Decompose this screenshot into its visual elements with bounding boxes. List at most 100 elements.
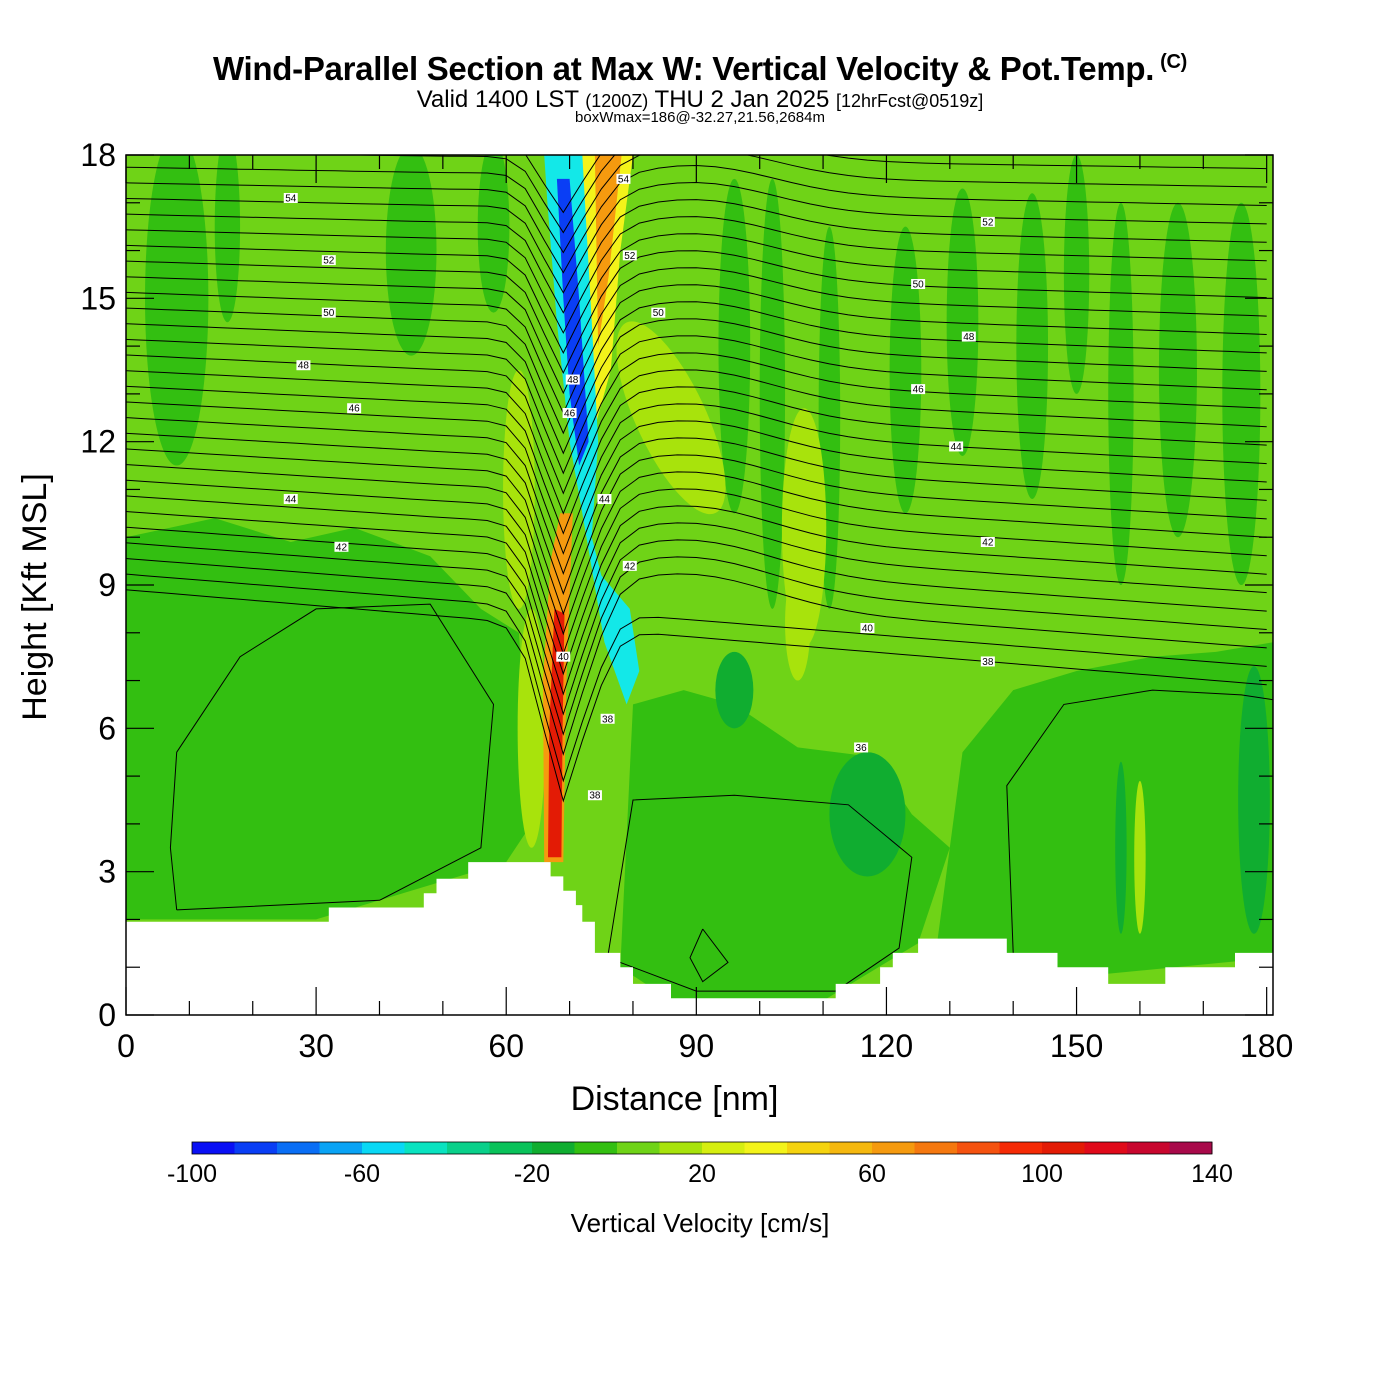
theta-contour-line [126,385,1267,535]
contour-label-bg [321,307,336,318]
lowlevel-region-left [126,518,532,920]
theta-contour-line [126,352,1267,495]
theta-contour-line [126,417,1267,576]
x-tick-label: 180 [1240,1028,1293,1064]
theta-contour-label: 50 [321,307,336,319]
contour-label-text: 42 [982,538,994,549]
theta-contour-line [126,301,1267,435]
y-tick-label: 12 [80,424,116,460]
theta-contour-line [126,401,1267,555]
theta-contour-label: 46 [562,408,577,420]
theta-contour-label: 38 [980,656,995,668]
contour-label-bg [587,790,602,801]
theta-contour-label: 38 [600,713,615,725]
contour-label-text: 38 [589,791,601,802]
colorbar-segment [999,1142,1043,1154]
updraft-weak-region [759,178,786,609]
forecast-info: [12hrFcst@0519z] [835,91,984,111]
contour-label-text: 44 [285,495,297,506]
x-tick-label: 60 [488,1028,524,1064]
theta-contour-line [126,448,1267,616]
theta-contour-line [126,318,1267,455]
y-tick-label: 15 [80,280,116,316]
updraft-weak-region [477,155,510,313]
contour-label-text: 46 [564,409,576,420]
contour-label-bg [283,494,298,504]
colorbar-segment [1127,1142,1170,1154]
valid-utc: (1200Z) [585,91,649,111]
colorbar-segment [872,1142,915,1154]
y-tick-label: 9 [98,567,116,603]
theta-contour-line [1006,689,1273,953]
terrain-profile [126,862,1273,1015]
colorbar-tick-label: -20 [514,1160,550,1188]
colorbar-segment [234,1142,278,1154]
updraft-weak-region [1108,202,1134,585]
theta-contour-label: 52 [980,216,995,228]
contour-label-text: 48 [298,361,310,372]
contour-label-bg [283,193,298,203]
contour-label-bg [562,408,577,418]
theta-contour-labels: 54 52 50 48 46 44 42 54 52 50 48 46 44 42 40 38 38 52 50 48… [283,173,995,802]
lowlevel-region-right [937,642,1273,977]
colorbar-segment [277,1142,320,1154]
upper-updraft-plume [582,155,633,428]
theta-contour-label: 48 [565,374,580,386]
contour-label-bg [597,494,612,504]
colorbar-segment [362,1142,405,1154]
contour-label-text: 40 [862,624,874,635]
theta-contour-label: 50 [651,307,666,319]
contour-label-text: 52 [624,251,636,262]
theta-contour-line [126,479,1267,656]
theta-contour-label: 52 [321,255,336,267]
colorbar-segment [744,1142,788,1154]
theta-contour-line [126,464,1267,636]
theta-contour-line [169,603,495,911]
updraft-weak-region [1063,155,1090,394]
theta-contour-label: 44 [283,494,298,506]
downdraft-region [1115,761,1127,934]
colorbar-segment [829,1142,873,1154]
updraft-weak-region [718,178,751,514]
theta-contour-line [126,267,1267,395]
contour-label-bg [854,742,869,753]
contour-label-bg [651,307,666,318]
valid-time: Valid 1400 LST [416,86,579,113]
updraft-weak-region [889,226,922,514]
contour-label-text: 38 [982,657,994,668]
colorbar-segment [192,1142,235,1154]
contour-label-text: 50 [913,280,925,291]
contour-label-bg [565,374,580,385]
colorbar-segment [659,1142,703,1154]
theta-contour-line [126,511,1267,696]
contour-label-text: 48 [963,332,975,343]
updraft-region [503,370,535,609]
theta-contour-label: 42 [334,541,349,553]
contour-label-text: 40 [558,652,570,663]
contour-label-text: 36 [856,743,868,754]
theta-contour-label: 40 [860,623,875,635]
theta-contour-label: 42 [980,537,995,549]
colorbar: -100 -60 -20 20 60 100 140 Vertical Velocity [c… [167,1141,1233,1238]
x-tick-label: 90 [679,1028,715,1064]
updraft-plume-max [548,608,565,858]
theta-contour-label: 38 [587,790,602,802]
contour-label-bg [622,250,637,261]
colorbar-segment [489,1142,533,1154]
theta-contour-line [126,542,1267,736]
y-tick-label: 6 [98,710,116,746]
theta-contour-line [126,233,1267,355]
colorbar-tick-label: 20 [688,1160,716,1188]
theta-contours [126,155,1273,992]
theta-contour-line [126,573,1267,783]
contour-label-text: 46 [913,385,925,396]
theta-contour-label: 54 [283,193,298,205]
contour-label-text: 52 [982,217,994,228]
y-tick-label: 18 [80,137,116,173]
theta-contour-line [126,558,1267,756]
copyright-mark: (C) [1160,51,1187,73]
theta-contour-label: 42 [622,560,637,572]
theta-contour-line [126,199,1267,314]
updraft-weak-region [946,188,979,456]
